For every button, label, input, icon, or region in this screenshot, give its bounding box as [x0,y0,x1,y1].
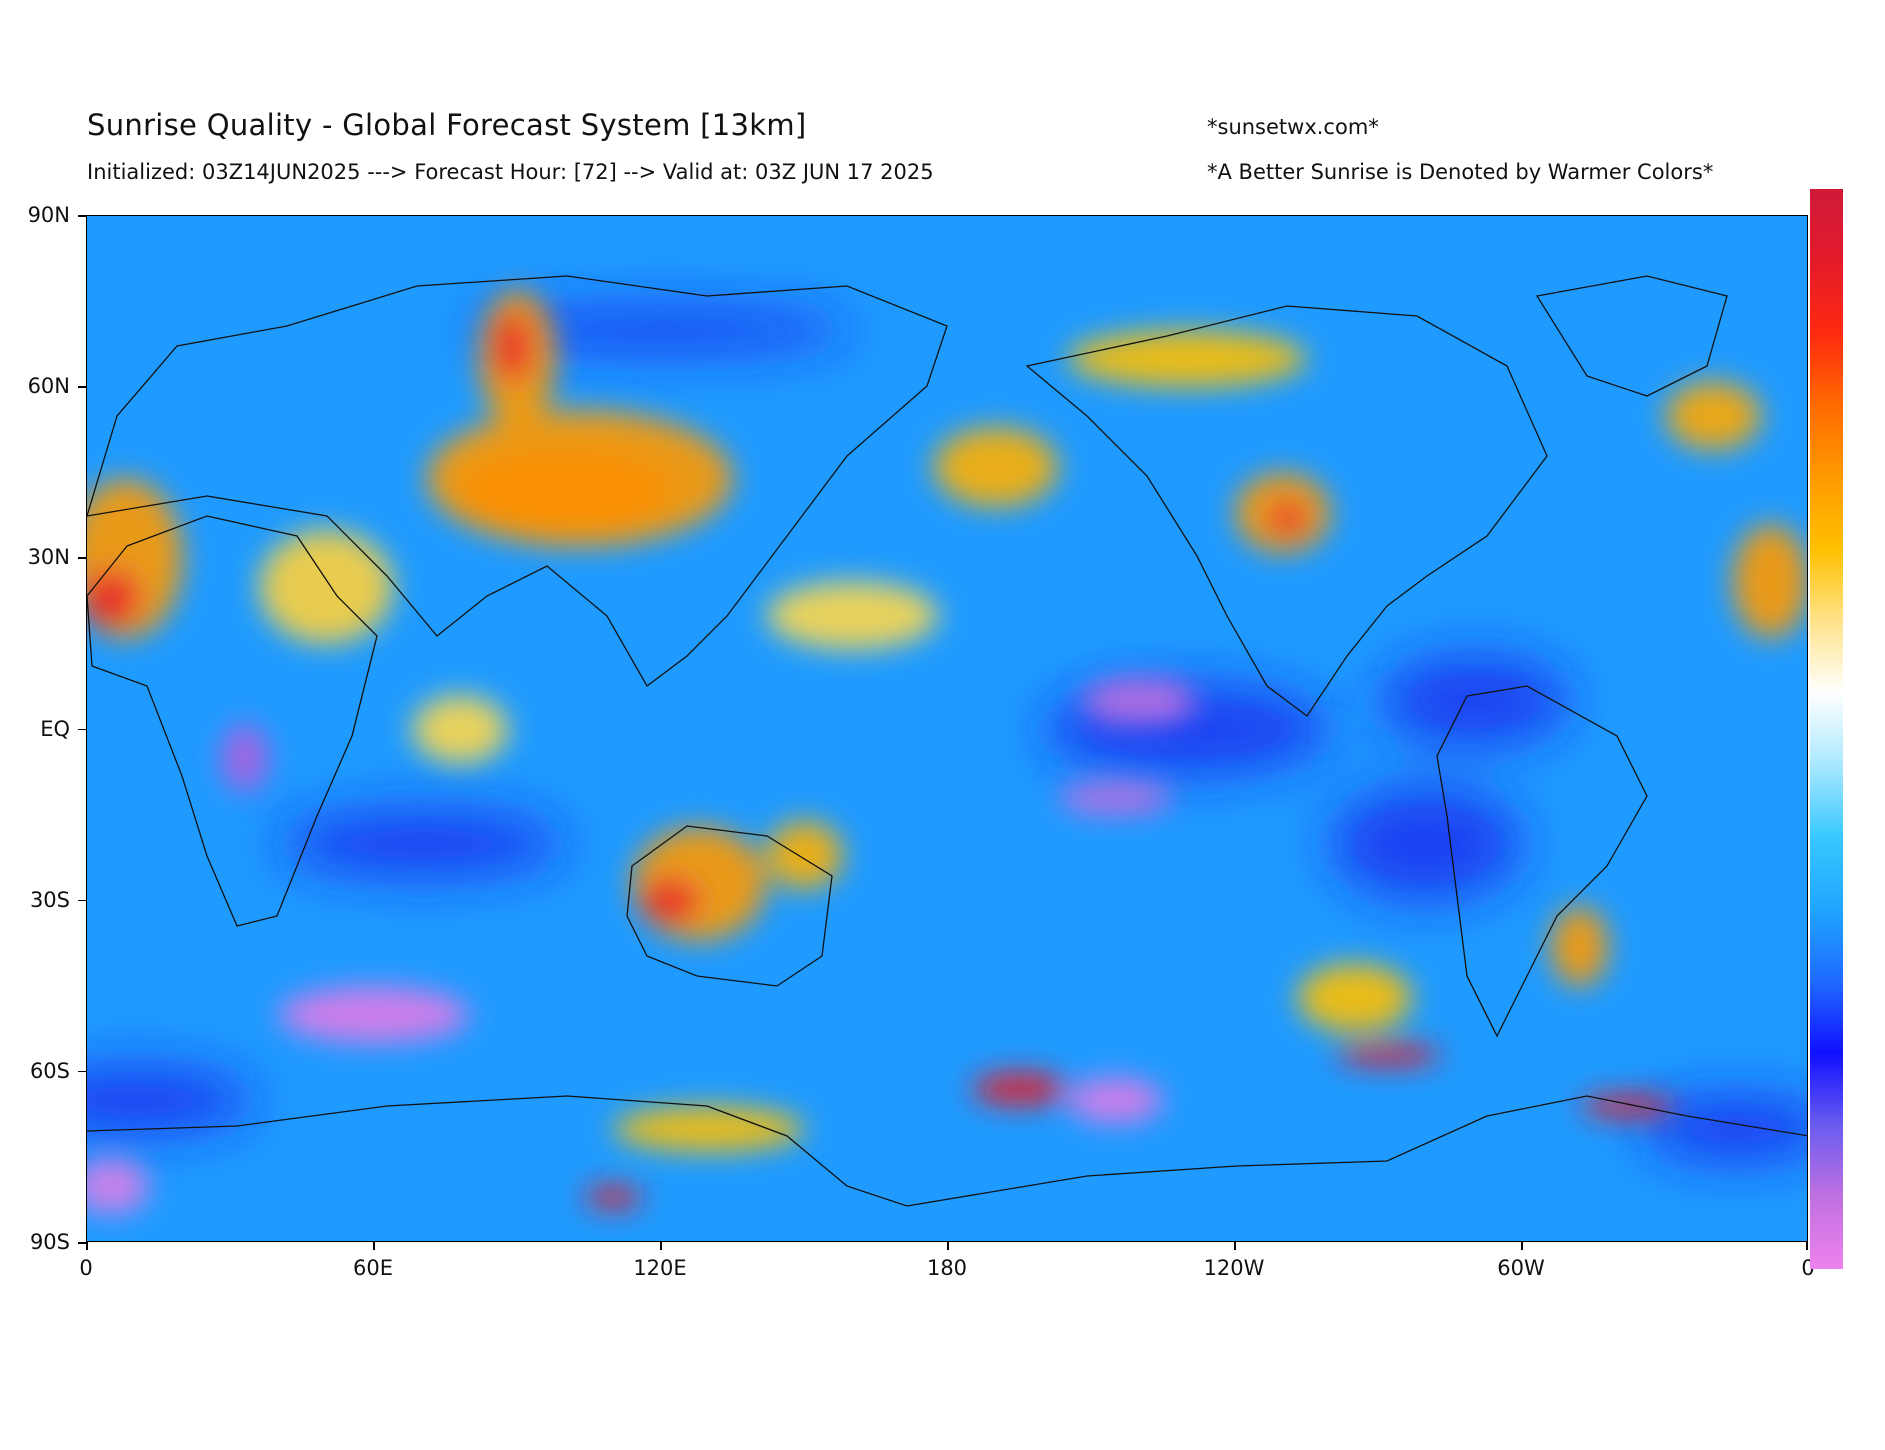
lat-tick-label: 90S [29,1230,70,1254]
east-australia-orange-area [766,820,843,890]
low-quality-band-5 [87,1066,255,1135]
lon-tick-label: 180 [926,1256,968,1280]
antarctic-violet-area [87,1157,150,1215]
low-quality-band-6 [1641,1094,1807,1164]
lon-tick-mark [947,1242,949,1250]
low-quality-band-1 [1378,655,1570,747]
lat-tick-mark [78,386,86,388]
southern-indian-violet-area [278,986,470,1044]
lat-tick-mark [78,1242,86,1244]
arctic-yellow-area [1067,330,1307,388]
south-america-outline [1436,685,1648,1038]
arabia-yellow-area [259,529,394,644]
lon-tick-mark [1234,1242,1236,1250]
lon-tick-label: 0 [1801,1256,1815,1280]
tropical-east-pacific-violet-area [1081,678,1197,724]
lat-tick-label: EQ [40,716,70,741]
sahara-red-area [87,569,140,627]
lat-tick-label: 30N [27,545,70,570]
north-america-outline [1025,305,1548,717]
lat-tick-label: 60S [29,1058,70,1083]
lon-tick-mark [86,1242,88,1250]
lon-tick-mark [373,1242,375,1250]
lat-tick-label: 60N [27,374,70,399]
west-us-red-area [1268,501,1307,536]
southern-ocean-red-2-area [1335,1043,1441,1067]
map-background [87,216,1807,1241]
indian-ocean-yellow-area [412,695,508,764]
australia-outline [626,825,833,987]
lon-tick-mark [1521,1242,1523,1250]
map-title: Sunrise Quality - Global Forecast System… [87,108,807,142]
south-pacific-violet-area [1058,780,1173,816]
southern-ocean-yellow-2-area [1297,963,1412,1032]
lat-tick-mark [78,899,86,902]
tropical-pacific-yellow-area [766,581,939,650]
map-plot-area [86,215,1808,1242]
siberia-red-area [493,312,532,382]
greenland-outline [1535,275,1728,397]
map-subtitle: Initialized: 03Z14JUN2025 ---> Forecast … [87,160,934,184]
lat-tick-mark [78,557,86,559]
lon-tick-mark [660,1242,662,1250]
low-quality-band-3 [1330,786,1523,901]
colorbar [1810,189,1843,1269]
southern-ocean-red-1-area [971,1071,1068,1107]
lon-tick-label: 60E [353,1256,393,1280]
greenland-sea-orange-area [1665,381,1762,450]
site-credit: *sunsetwx.com* [1207,115,1379,139]
west-africa-coast-orange-area [1732,524,1807,639]
eurasia-outline [87,275,948,687]
south-atlantic-orange-area [1550,906,1609,987]
southern-ocean-red-3-area [1579,1094,1676,1118]
east-africa-violet-area [220,723,269,793]
lon-tick-label: 120W [1203,1256,1265,1280]
southern-ocean-yellow-1-area [613,1106,805,1152]
low-quality-band-4 [278,809,566,878]
lat-tick-mark [78,1070,86,1073]
central-asia-orange-area [426,409,733,547]
low-quality-band-2 [469,307,853,353]
lat-tick-label: 90N [27,203,70,227]
lat-tick-label: 30S [29,887,70,912]
antarctic-red-area [584,1185,642,1209]
lat-tick-mark [78,728,86,730]
lon-tick-label: 0 [79,1256,93,1280]
lat-tick-mark [78,215,86,217]
australia-red-area [641,877,700,924]
north-pacific-orange-area [933,427,1059,507]
lon-tick-label: 60W [1497,1256,1545,1280]
antarctica-outline [87,1095,1807,1207]
lon-tick-label: 120E [633,1256,687,1280]
color-note: *A Better Sunrise is Denoted by Warmer C… [1207,160,1714,184]
lon-tick-mark [1806,1242,1808,1250]
ross-sea-violet-area [1067,1077,1164,1124]
africa-outline [87,515,378,927]
sunrise-quality-field [87,216,1807,1241]
